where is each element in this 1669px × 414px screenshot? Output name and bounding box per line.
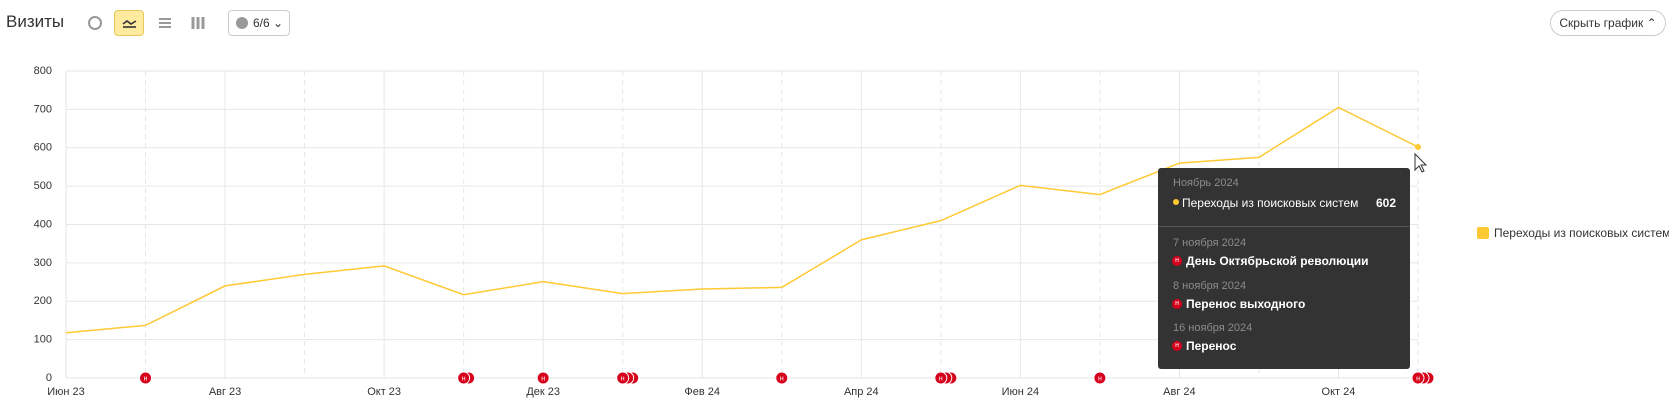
hide-chart-label: Скрыть график: [1559, 16, 1644, 30]
tooltip-divider: [1158, 226, 1410, 227]
event-date: 16 ноября 2024: [1173, 322, 1253, 334]
holiday-marker-label: н: [621, 375, 625, 382]
x-tick-label: Апр 24: [844, 386, 879, 398]
holiday-marker-label: н: [1416, 375, 1420, 382]
bar-view-button[interactable]: [186, 10, 212, 36]
area-view-button[interactable]: [152, 10, 178, 36]
holiday-icon: н: [1172, 256, 1182, 266]
x-tick-label: Окт 23: [367, 386, 401, 398]
report-title: Визиты: [6, 12, 65, 31]
holiday-icon: н: [1172, 341, 1182, 351]
holiday-marker: н: [1411, 371, 1425, 385]
event-name: День Октябрьской революции: [1186, 254, 1369, 268]
holiday-marker: н: [1093, 371, 1107, 385]
holiday-marker: н: [775, 371, 789, 385]
holiday-marker: н: [139, 371, 153, 385]
holiday-marker-label: н: [939, 375, 943, 382]
hover-point: [1415, 143, 1421, 150]
pie-view-button[interactable]: [82, 10, 108, 36]
line-view-button[interactable]: [114, 10, 144, 36]
holiday-marker-circle: [536, 371, 550, 385]
holiday-marker-circle: [775, 371, 789, 385]
mouse-cursor: [1414, 152, 1428, 173]
x-tick-label: Июн 23: [47, 386, 85, 398]
y-tick-label: 400: [34, 218, 52, 230]
y-tick-label: 500: [34, 180, 52, 192]
holiday-marker-label: н: [1098, 375, 1102, 382]
event-date: 8 ноября 2024: [1173, 280, 1247, 292]
y-tick-label: 800: [34, 65, 52, 77]
holiday-marker-circle: [1411, 371, 1425, 385]
tooltip-series-dot: [1173, 199, 1179, 205]
tooltip-series-name: Переходы из поисковых систем: [1182, 196, 1359, 210]
holiday-marker-label: н: [144, 375, 148, 382]
series-line: [65, 106, 1419, 334]
holiday-marker-circle: [139, 371, 153, 385]
legend-label[interactable]: Переходы из поисковых систем: [1494, 226, 1669, 240]
holiday-marker-label: н: [780, 375, 784, 382]
y-tick-label: 0: [46, 372, 52, 384]
holiday-marker: н: [616, 371, 630, 385]
x-tick-label: Авг 24: [1163, 386, 1195, 398]
holiday-marker-label: н: [462, 375, 466, 382]
holiday-marker-circle: [457, 371, 471, 385]
holiday-marker-label: н: [541, 375, 545, 382]
tooltip: Ноябрь 2024 Переходы из поисковых систем…: [1158, 168, 1410, 369]
hide-chart-button[interactable]: Скрыть график ⌃: [1550, 10, 1666, 36]
legend-checkbox[interactable]: [1477, 227, 1489, 239]
holiday-marker: н: [536, 371, 550, 385]
y-tick-label: 300: [34, 257, 52, 269]
x-tick-label: Июн 24: [1002, 386, 1040, 398]
comments-count: 6/6: [253, 16, 270, 30]
x-tick-label: Дек 23: [526, 386, 560, 398]
holiday-marker: н: [457, 371, 471, 385]
event-name: Перенос: [1186, 339, 1237, 353]
x-tick-label: Фев 24: [684, 386, 720, 398]
event-date: 7 ноября 2024: [1173, 237, 1247, 249]
comments-dropdown[interactable]: 6/6 ⌄: [228, 10, 290, 36]
y-tick-label: 200: [34, 295, 52, 307]
x-tick-label: Окт 24: [1322, 386, 1356, 398]
y-tick-label: 700: [34, 103, 52, 115]
holiday-marker-circle: [1093, 371, 1107, 385]
event-name: Перенос выходного: [1186, 297, 1306, 311]
tooltip-value: 602: [1375, 196, 1396, 210]
y-tick-label: 100: [34, 334, 52, 346]
holiday-marker-circle: [616, 371, 630, 385]
holiday-marker: н: [934, 371, 948, 385]
holiday-marker-circle: [934, 371, 948, 385]
x-tick-label: Авг 23: [209, 386, 241, 398]
holiday-icon: н: [1172, 299, 1182, 309]
tooltip-period: Ноябрь 2024: [1173, 177, 1239, 189]
y-tick-label: 600: [34, 142, 52, 154]
